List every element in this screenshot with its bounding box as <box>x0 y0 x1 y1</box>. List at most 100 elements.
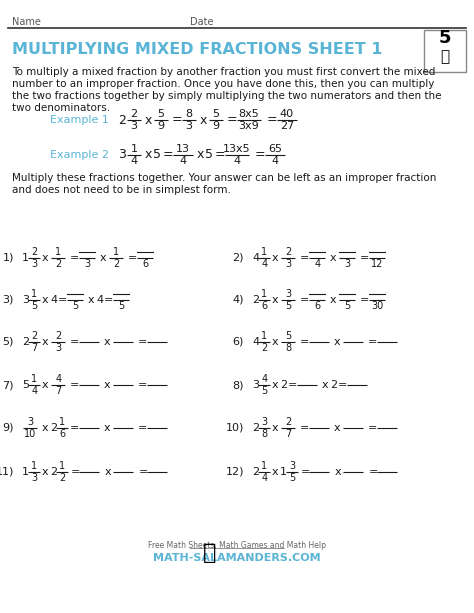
Text: 2: 2 <box>59 473 65 483</box>
Text: =: = <box>104 295 114 305</box>
Text: Example 2: Example 2 <box>50 150 109 160</box>
Text: 3: 3 <box>261 417 267 427</box>
Text: Free Math Sheets, Math Games and Math Help: Free Math Sheets, Math Games and Math He… <box>148 541 326 549</box>
Text: 2: 2 <box>252 467 259 477</box>
Text: 3: 3 <box>252 380 259 390</box>
Text: 6): 6) <box>233 337 244 347</box>
Text: 1: 1 <box>59 461 65 471</box>
Text: x: x <box>272 423 279 433</box>
Text: =: = <box>172 113 182 126</box>
Text: 4: 4 <box>272 156 279 166</box>
Text: 4: 4 <box>31 386 37 396</box>
Text: 6: 6 <box>261 301 267 311</box>
Text: 5: 5 <box>285 301 292 311</box>
Text: =: = <box>301 467 310 477</box>
Text: 2: 2 <box>252 423 259 433</box>
Text: 3: 3 <box>55 343 61 353</box>
Text: =: = <box>368 423 377 433</box>
Text: 1: 1 <box>59 417 65 427</box>
Text: 4: 4 <box>50 295 57 305</box>
Text: 1: 1 <box>22 467 29 477</box>
Text: two denominators.: two denominators. <box>12 103 110 113</box>
Text: the two fractions together by simply multiplying the two numerators and then the: the two fractions together by simply mul… <box>12 91 441 101</box>
Text: =: = <box>70 467 80 477</box>
Text: 2: 2 <box>280 380 287 390</box>
Text: =: = <box>227 113 237 126</box>
Text: 1: 1 <box>55 247 61 257</box>
Text: x: x <box>145 148 152 161</box>
Text: 7: 7 <box>285 429 292 439</box>
Text: 40: 40 <box>280 109 294 119</box>
Text: 2: 2 <box>118 113 126 126</box>
Text: 3: 3 <box>289 461 295 471</box>
Text: 9: 9 <box>157 121 164 131</box>
Text: 13x5: 13x5 <box>223 144 251 154</box>
Text: 8: 8 <box>185 109 192 119</box>
Text: x: x <box>88 295 95 305</box>
Text: 3: 3 <box>31 473 37 483</box>
Text: x: x <box>104 423 111 433</box>
Text: x: x <box>272 467 279 477</box>
Text: 2: 2 <box>55 331 61 341</box>
Text: 10): 10) <box>226 423 244 433</box>
Text: 11): 11) <box>0 467 14 477</box>
Text: 5: 5 <box>205 148 213 161</box>
Text: 1: 1 <box>261 331 267 341</box>
Text: 7): 7) <box>2 380 14 390</box>
Text: 2: 2 <box>50 467 57 477</box>
Text: x: x <box>104 380 111 390</box>
Text: =: = <box>138 467 148 477</box>
Text: 3: 3 <box>130 121 137 131</box>
Text: 8: 8 <box>261 429 267 439</box>
Text: 1): 1) <box>3 253 14 263</box>
Text: =: = <box>300 253 310 263</box>
Text: =: = <box>58 295 67 305</box>
Text: 2: 2 <box>22 337 29 347</box>
Text: 2: 2 <box>31 331 37 341</box>
Text: x: x <box>104 337 111 347</box>
Text: 7: 7 <box>55 386 61 396</box>
Text: 1: 1 <box>31 461 37 471</box>
Text: 65: 65 <box>268 144 282 154</box>
Text: 3: 3 <box>285 289 291 299</box>
Text: x: x <box>104 467 111 477</box>
Text: 7: 7 <box>31 343 37 353</box>
Text: 4: 4 <box>314 259 320 269</box>
Text: =: = <box>70 253 80 263</box>
Text: x: x <box>272 337 279 347</box>
Text: =: = <box>215 148 226 161</box>
Text: =: = <box>138 380 147 390</box>
Text: 3: 3 <box>22 295 29 305</box>
Text: 1: 1 <box>280 467 287 477</box>
Text: =: = <box>288 380 298 390</box>
Text: 1: 1 <box>113 247 119 257</box>
Text: number to an improper fraction. Once you have done this, then you can multiply: number to an improper fraction. Once you… <box>12 79 434 89</box>
Text: 3x9: 3x9 <box>238 121 259 131</box>
Text: Date: Date <box>190 17 213 27</box>
Text: 4): 4) <box>233 295 244 305</box>
Text: 2: 2 <box>113 259 119 269</box>
Text: 5: 5 <box>31 301 37 311</box>
Text: x: x <box>100 253 107 263</box>
Text: =: = <box>138 423 147 433</box>
Text: =: = <box>70 423 80 433</box>
Text: 5: 5 <box>153 148 161 161</box>
Text: 12): 12) <box>226 467 244 477</box>
Text: 5: 5 <box>157 109 164 119</box>
Text: 🦎: 🦎 <box>440 50 449 64</box>
Text: 6: 6 <box>142 259 148 269</box>
Text: 1: 1 <box>261 247 267 257</box>
Text: 3): 3) <box>3 295 14 305</box>
Text: 2: 2 <box>50 423 57 433</box>
Text: 2): 2) <box>233 253 244 263</box>
Text: MULTIPLYING MIXED FRACTIONS SHEET 1: MULTIPLYING MIXED FRACTIONS SHEET 1 <box>12 42 383 58</box>
Text: =: = <box>138 337 147 347</box>
Text: x: x <box>145 113 152 126</box>
Text: x: x <box>42 380 49 390</box>
Text: 4: 4 <box>261 473 267 483</box>
Text: Name: Name <box>12 17 41 27</box>
Text: 4: 4 <box>96 295 103 305</box>
Text: 6: 6 <box>59 429 65 439</box>
Text: 5: 5 <box>212 109 219 119</box>
Text: 3: 3 <box>118 148 126 161</box>
